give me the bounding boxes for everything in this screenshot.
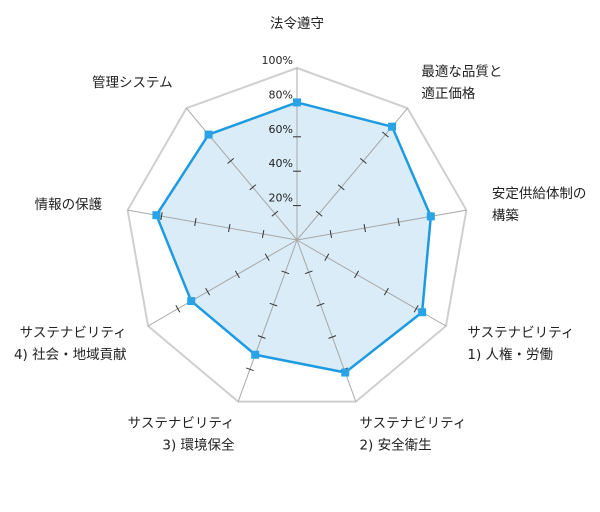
data-point <box>152 211 161 220</box>
radar-tick-mark <box>382 131 389 138</box>
series-line <box>155 101 433 374</box>
radar-tick-mark <box>249 184 257 191</box>
radar-spoke <box>186 107 298 241</box>
radar-tick-mark <box>246 367 254 372</box>
radar-tick-mark <box>397 218 400 227</box>
axis-label-line: 法令遵守 <box>270 15 324 32</box>
tick-label: 40% <box>269 157 293 170</box>
axis-label-line: 1) 人権・労働 <box>467 346 553 363</box>
tick-label: 80% <box>269 88 293 101</box>
radar-tick-mark <box>329 230 333 239</box>
axis-label-line: サステナビリティ <box>128 416 235 432</box>
radar-tick-mark <box>315 210 323 217</box>
tick-label: 60% <box>269 123 293 136</box>
axis-label: 最適な品質と適正価格 <box>421 63 502 102</box>
axis-label: サステナビリティ 4) 社会・地域貢献 <box>14 325 127 363</box>
axis-label-line: サステナビリティ <box>20 325 127 341</box>
axis-label-line: 構築 <box>492 208 519 224</box>
axis-label-line: 3) 環境保全 <box>162 437 235 454</box>
radar-tick-mark <box>175 305 181 313</box>
axis-label-line: 適正価格 <box>421 85 475 102</box>
radar-tick-mark <box>160 212 163 221</box>
axis-label: サステナビリティ 3) 環境保全 <box>128 416 235 454</box>
data-point <box>187 297 196 306</box>
radar-outer-frame <box>126 66 468 403</box>
axis-label-line: サステナビリティ <box>359 416 466 432</box>
radar-tick-mark <box>205 287 211 296</box>
radar-tick-mark <box>363 224 366 233</box>
axis-label-line: 管理システム <box>92 75 173 91</box>
data-point <box>341 368 350 377</box>
radar-tick-mark <box>383 287 389 296</box>
data-point <box>204 130 213 139</box>
radar-tick-mark <box>328 335 337 339</box>
data-point <box>293 98 301 107</box>
axis-label-line: 安定供給体制の <box>492 186 586 202</box>
radar-tick-labels: 20% 40% 60% 80% 100% <box>262 54 293 205</box>
radar-tick-mark <box>354 270 360 279</box>
data-point <box>426 212 435 221</box>
radar-spoke <box>296 209 467 241</box>
axis-label-line: 2) 安全衛生 <box>359 437 431 454</box>
axis-label-line: サステナビリティ <box>467 325 574 341</box>
radar-tick-mark <box>257 335 266 339</box>
axis-label: 情報の保護 <box>35 197 103 213</box>
radar-tick-mark <box>304 270 313 275</box>
radar-tick-mark <box>413 305 419 313</box>
axis-label-line: 情報の保護 <box>35 197 103 213</box>
radar-tick-mark <box>324 253 330 261</box>
data-point <box>418 308 427 317</box>
axis-label: サステナビリティ 2) 安全衛生 <box>359 416 466 454</box>
axis-label: 安定供給体制の構築 <box>492 186 586 224</box>
radar-tick-mark <box>281 270 290 275</box>
radar-tick-mark <box>234 270 240 279</box>
data-point <box>388 122 397 131</box>
radar-axes <box>127 68 467 402</box>
radar-tick-mark <box>337 184 345 191</box>
radar-series <box>152 98 435 377</box>
radar-tick-mark <box>261 230 265 239</box>
radar-tick-mark <box>271 210 279 217</box>
tick-label: 20% <box>269 192 293 205</box>
radar-tick-mark <box>269 302 278 307</box>
series-area <box>156 102 431 373</box>
radar-tick-mark <box>316 302 325 307</box>
axis-label: サステナビリティ 1) 人権・労働 <box>467 325 574 363</box>
radar-tick-mark <box>264 253 270 261</box>
axis-label: 管理システム <box>92 75 173 91</box>
radar-tick-mark <box>227 157 235 164</box>
axis-label-line: 最適な品質と <box>421 63 502 80</box>
radar-spoke <box>237 239 298 402</box>
axis-label: 法令遵守 <box>270 15 324 32</box>
radar-tick-mark <box>194 218 197 227</box>
data-point <box>251 350 260 359</box>
axis-label-line: 4) 社会・地域貢献 <box>14 347 127 363</box>
radar-grid <box>126 66 468 403</box>
tick-label: 100% <box>262 54 293 67</box>
radar-tick-mark <box>228 224 231 233</box>
radar-spoke <box>147 239 298 327</box>
radar-tick-mark <box>359 157 367 164</box>
